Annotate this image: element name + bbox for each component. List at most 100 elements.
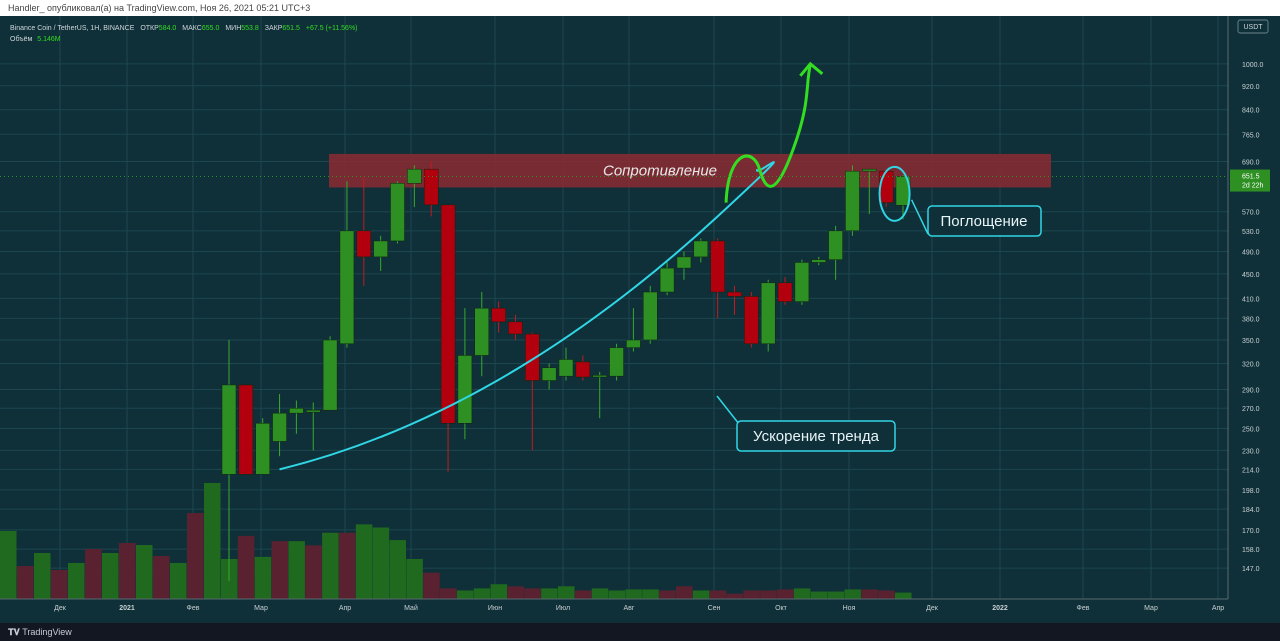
volume-bar [51,570,68,601]
volume-bar [574,590,592,601]
time-tick-label: 2021 [119,605,135,612]
price-tick-label: 170.0 [1242,528,1260,535]
volume-bar [844,589,861,601]
volume-bar [271,541,289,601]
volume-bar [591,588,609,601]
volume-bar [726,593,743,601]
volume-bar [659,590,676,601]
volume-bar [305,545,322,601]
candle-body [306,409,321,413]
candle-body [659,267,675,293]
price-tick-label: 1000.0 [1242,62,1264,69]
candle-body [423,168,439,206]
countdown-label: 2d 22h [1242,183,1264,190]
volume-bar [810,591,828,601]
candle-body [373,240,388,258]
candle-body [862,168,877,172]
volume-bar [642,589,659,601]
volume-bar [288,541,305,601]
volume-bar [524,588,541,601]
time-tick-label: Апр [1212,605,1224,612]
volume-bar [204,483,221,601]
volume-bars [0,483,912,601]
candles [221,161,911,581]
drawings: Поглощение Ускорение тренда [279,61,1042,471]
candle-body [626,339,641,348]
time-tick-label: Ноя [843,605,856,612]
time-tick-label: Авг [624,605,635,612]
volume-bar [608,590,626,601]
volume-bar [0,531,17,601]
candle-body [794,262,810,302]
engulfing-leader [910,199,929,235]
price-tick-label: 184.0 [1242,507,1260,514]
volume-bar [372,527,390,601]
candle-body [407,168,422,184]
candle-body [440,204,456,424]
candle-body [221,384,237,475]
price-tick-label: 840.0 [1242,108,1260,115]
price-tick-label: 920.0 [1242,84,1260,91]
volume-bar [709,590,727,601]
time-tick-label: Окт [775,605,788,612]
candle-body [592,375,607,378]
tradingview-logo: 𝐓𝐕 [8,627,23,637]
candle-body [255,423,270,475]
volume-bar [743,590,760,601]
candle-body [508,321,523,335]
price-tick-label: 158.0 [1242,547,1260,554]
price-tick-label: 290.0 [1242,387,1260,394]
candle-body [676,256,692,269]
trend-label: Ускорение тренда [753,428,880,445]
candle-body [727,291,742,297]
price-axis[interactable]: USDT 1000.0 920.0 840.0 765.0 690.0 570.0 530.0… [0,16,1280,623]
price-tick-label: 198.0 [1242,488,1260,495]
price-tick-label: 270.0 [1242,406,1260,413]
volume-bar [827,591,845,601]
volume-bar [102,553,119,601]
resistance-zone: Сопротивление [329,153,1051,188]
price-tick-label: 570.0 [1242,210,1260,217]
volume-bar [322,532,339,601]
candle-body [744,296,759,345]
volume-bar [558,586,575,601]
volume-bar [355,524,373,601]
volume-bar [456,590,474,601]
candle-body [474,307,489,356]
candle-body [289,407,304,414]
time-tick-label: Дек [926,605,939,612]
resistance-box [329,153,1051,188]
volume-bar [237,535,255,601]
candle-body [760,282,776,345]
arrow-head [799,61,824,77]
candle-body [457,355,473,424]
candle-body [845,170,860,232]
candle-body [609,347,624,377]
low-value: 553.8 [241,25,259,32]
volume-bar [423,572,440,601]
brand-label: TradingView [22,627,72,637]
grid [0,16,1228,599]
volume-bar [389,540,406,601]
engulfing-box [927,205,1042,237]
candle-body [878,170,894,203]
time-tick-label: Июн [488,605,502,612]
candle-body [693,240,709,258]
volume-bar [625,589,642,601]
volume-bar [254,556,272,601]
price-tick-label: 230.0 [1242,448,1260,455]
open-value: 584.0 [159,25,177,32]
volume-bar [119,543,136,601]
time-axis[interactable]: Дек 2021 Фев Мар Апр Май Июн Июл Авг Сен Окт Ноя Дек… [0,598,1280,623]
volume-bar [878,590,895,601]
time-axis-bg [0,599,1280,623]
volume-bar [85,549,102,601]
volume-bar [136,545,153,601]
change-value: +67.5 (+11.56%) [306,25,358,32]
price-chart[interactable]: Сопротивление Поглощение Ускорение тренда… [0,16,1280,623]
candle-body [491,307,506,323]
volume-bar [760,590,777,601]
price-tick-label: 690.0 [1242,159,1260,166]
candle-body [525,333,540,381]
volume-bar [187,513,204,601]
